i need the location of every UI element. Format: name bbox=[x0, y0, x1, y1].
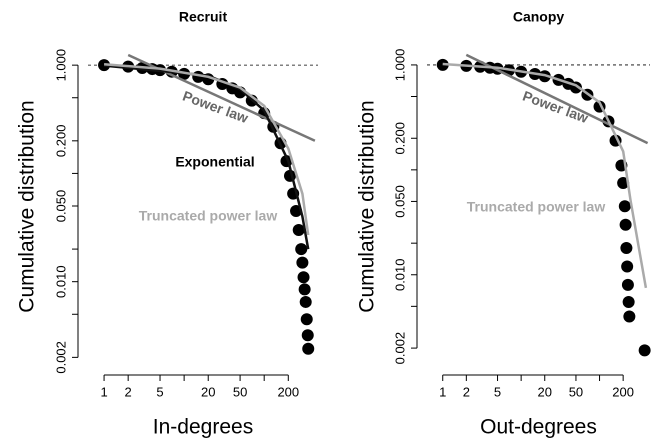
x-tick-label: 50 bbox=[569, 384, 583, 399]
x-tick-label: 200 bbox=[277, 384, 299, 399]
x-axis-label: In-degrees bbox=[153, 416, 253, 439]
x-tick-label: 5 bbox=[156, 384, 163, 399]
fit-line bbox=[465, 53, 649, 145]
data-point bbox=[619, 218, 632, 231]
data-point bbox=[296, 256, 309, 269]
fit-label: Truncated power law bbox=[467, 199, 606, 215]
data-point bbox=[617, 176, 630, 189]
x-tick-label: 200 bbox=[612, 384, 634, 399]
x-tick-label: 2 bbox=[125, 384, 132, 399]
y-tick-label: 0.050 bbox=[392, 185, 407, 218]
data-point bbox=[622, 296, 635, 309]
fit-label: Power law bbox=[521, 88, 591, 126]
fit-line bbox=[442, 62, 648, 289]
x-tick-label: 20 bbox=[201, 384, 215, 399]
data-point bbox=[620, 241, 633, 254]
fit-label: Truncated power law bbox=[139, 208, 278, 224]
y-tick-label: 1.000 bbox=[392, 49, 407, 82]
data-point bbox=[621, 260, 634, 273]
y-tick-label: 0.200 bbox=[53, 125, 68, 158]
fit-label: Exponential bbox=[175, 154, 254, 170]
chart-title: Recruit bbox=[179, 9, 228, 25]
data-point bbox=[638, 344, 651, 357]
x-tick-label: 1 bbox=[439, 384, 446, 399]
data-point bbox=[295, 243, 308, 256]
y-tick-label: 0.010 bbox=[392, 258, 407, 291]
x-tick-label: 50 bbox=[233, 384, 247, 399]
x-tick-label: 1 bbox=[100, 384, 107, 399]
data-point bbox=[302, 342, 315, 355]
data-point bbox=[298, 283, 311, 296]
x-tick-label: 2 bbox=[463, 384, 470, 399]
y-axis-label: Cumulative distribution bbox=[356, 100, 379, 312]
data-point bbox=[299, 295, 312, 308]
y-tick-label: 0.002 bbox=[53, 341, 68, 374]
panel: Recruit In-degrees Cumulative distribution… bbox=[16, 9, 318, 439]
x-axis-label: Out-degrees bbox=[480, 416, 597, 439]
y-tick-label: 0.002 bbox=[392, 332, 407, 365]
data-point bbox=[623, 310, 636, 323]
panel: Canopy Out-degrees Cumulative distribution… bbox=[356, 9, 651, 439]
x-tick-label: 5 bbox=[494, 384, 501, 399]
data-point bbox=[301, 329, 314, 342]
y-tick-label: 0.010 bbox=[53, 265, 68, 298]
fit-line bbox=[104, 62, 310, 236]
data-point bbox=[297, 271, 310, 284]
y-tick-label: 0.050 bbox=[53, 190, 68, 223]
data-point bbox=[621, 278, 634, 291]
y-tick-label: 0.200 bbox=[392, 122, 407, 155]
chart-title: Canopy bbox=[513, 9, 565, 25]
y-tick-label: 1.000 bbox=[53, 49, 68, 82]
data-point bbox=[618, 200, 631, 213]
data-point bbox=[292, 224, 305, 237]
x-tick-label: 20 bbox=[538, 384, 552, 399]
y-axis-label: Cumulative distribution bbox=[16, 100, 39, 312]
data-point bbox=[300, 313, 313, 326]
